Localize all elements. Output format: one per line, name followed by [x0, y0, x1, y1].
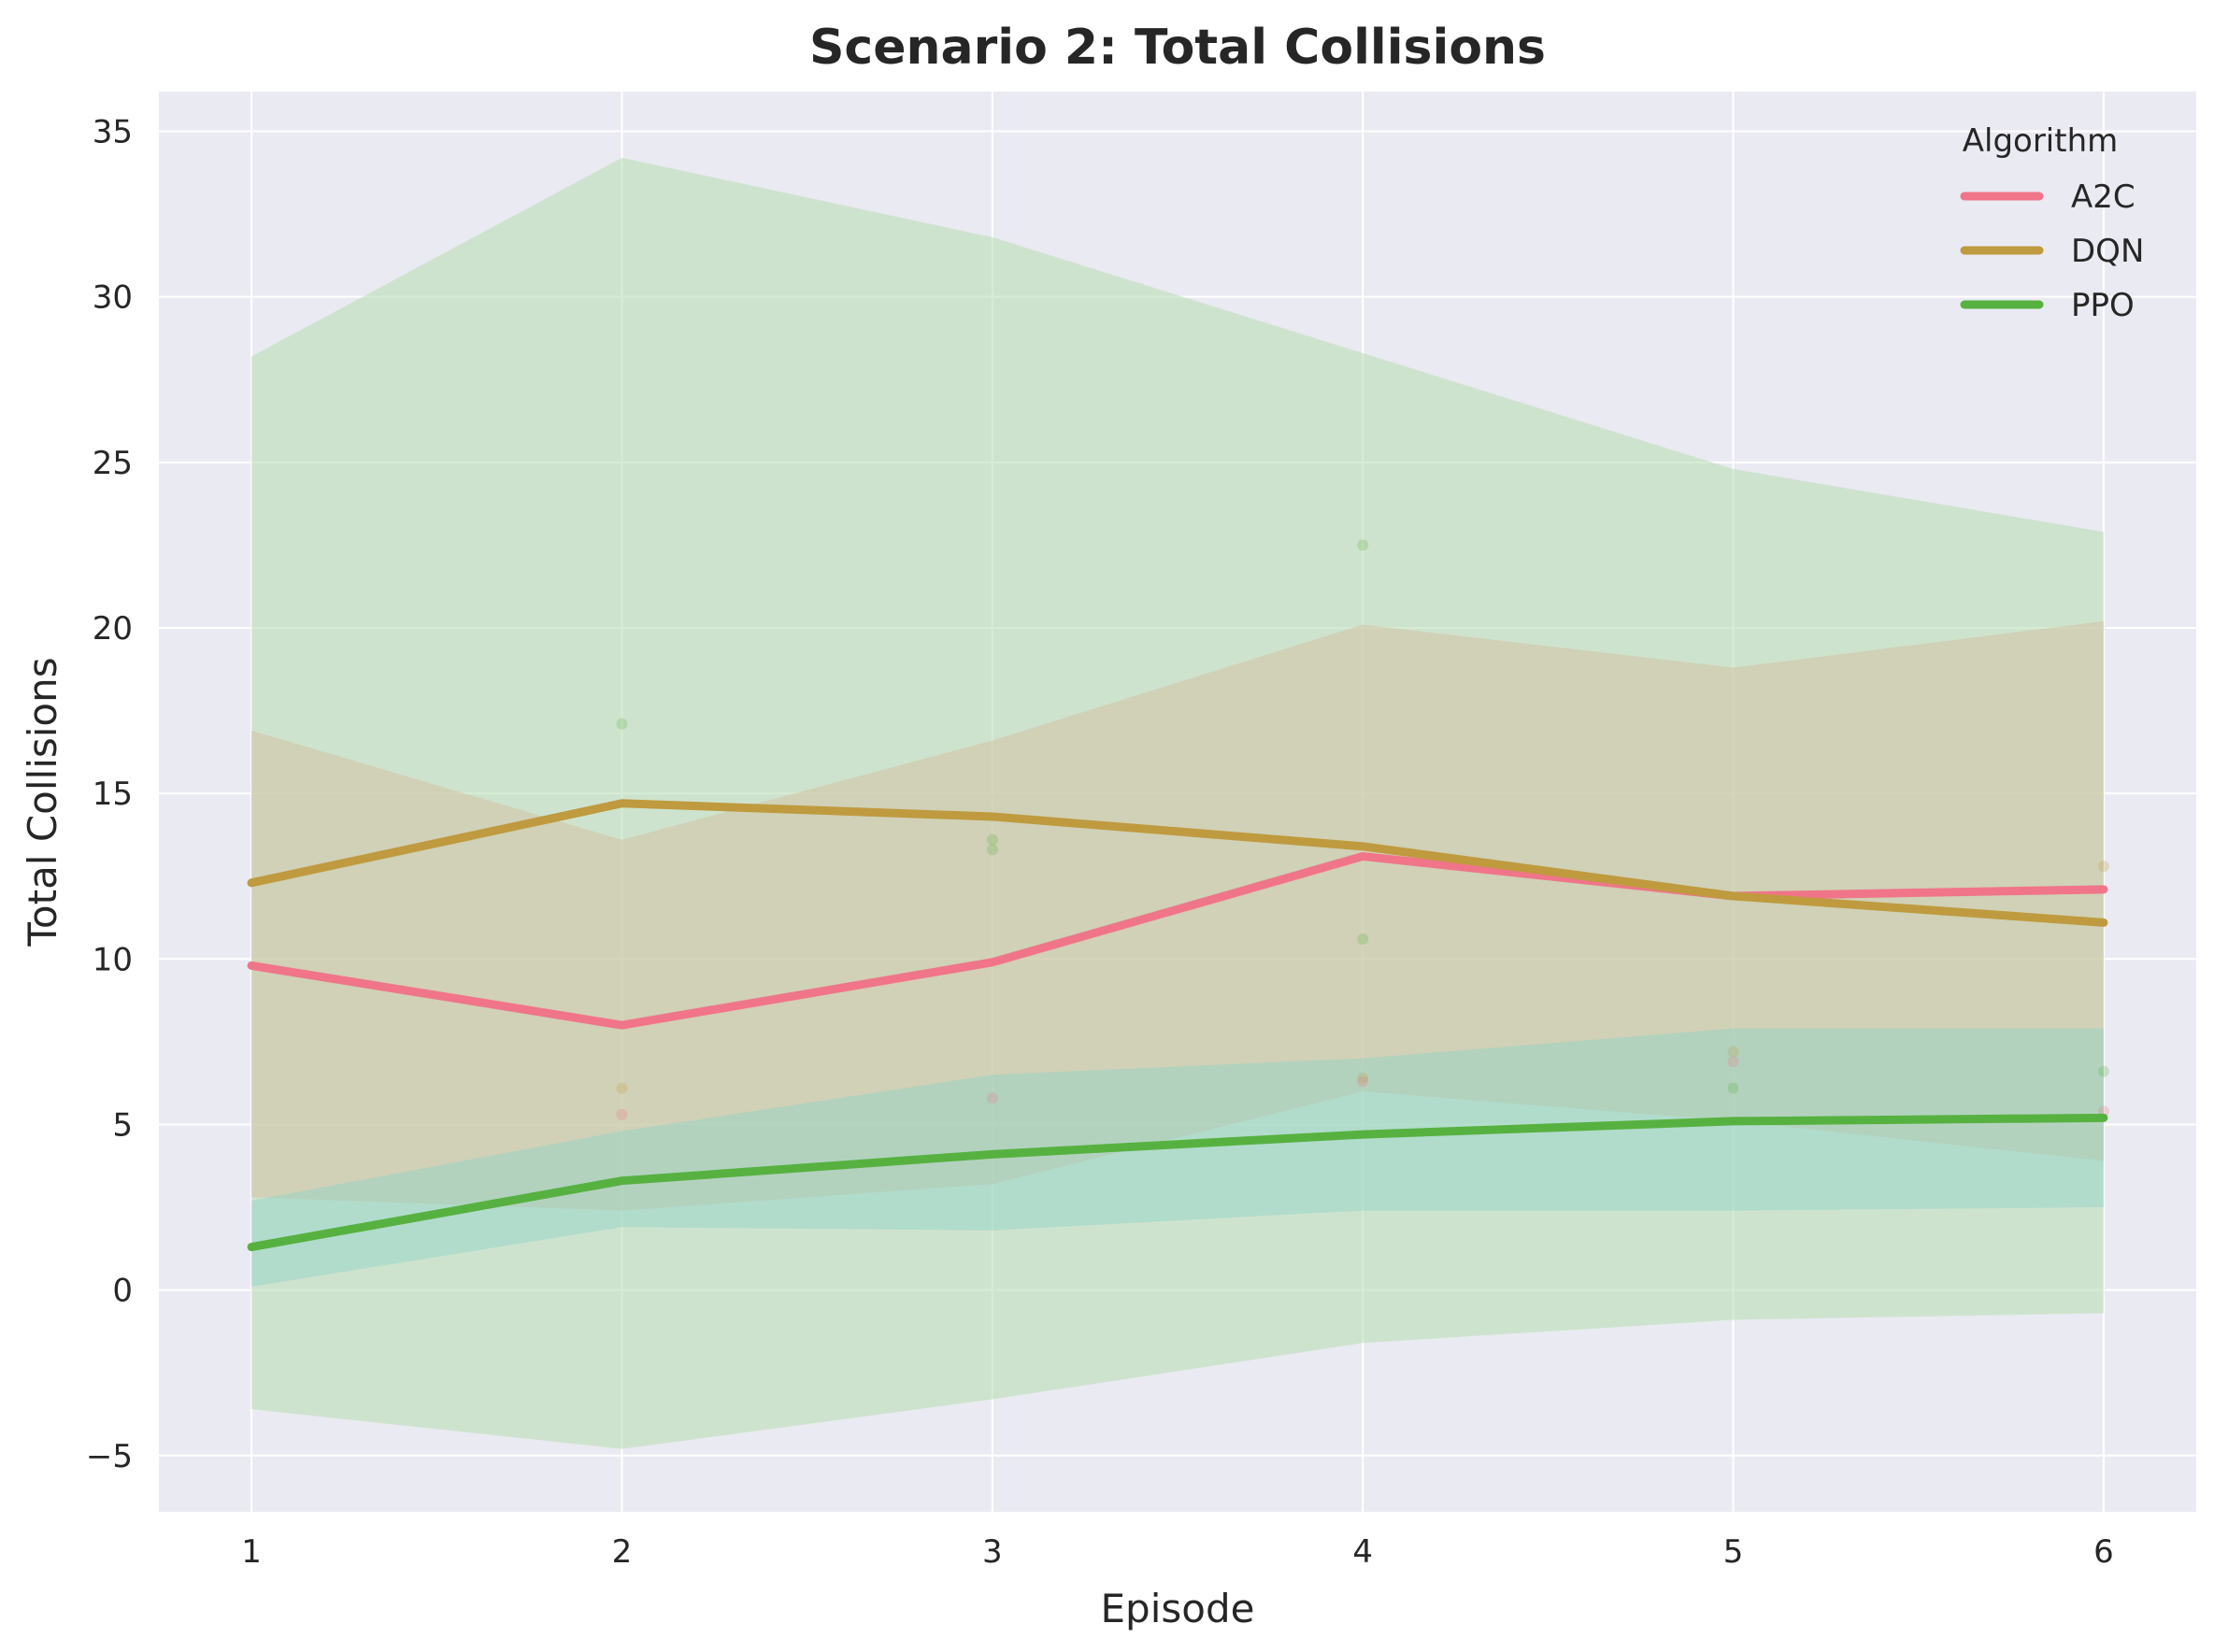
legend-label-a2c: A2C [2071, 178, 2135, 216]
y-tick-label: 20 [93, 610, 133, 648]
scatter-point-ppo [986, 844, 998, 856]
scatter-point-dqn [1357, 1072, 1369, 1084]
x-tick-label: 2 [612, 1533, 633, 1571]
x-tick-label: 4 [1352, 1533, 1373, 1571]
scatter-point-ppo [1357, 539, 1369, 551]
y-tick-label: 10 [93, 941, 133, 978]
legend-label-dqn: DQN [2071, 233, 2144, 270]
scatter-point-a2c [1357, 1075, 1369, 1088]
y-tick-label: 35 [93, 114, 133, 151]
x-axis-label: Episode [1101, 1586, 1255, 1631]
scatter-point-ppo [986, 833, 998, 846]
series-lines [247, 799, 2108, 1252]
scatter-point-a2c [986, 1092, 998, 1104]
scatter-point-ppo [616, 718, 628, 730]
legend-label-ppo: PPO [2071, 287, 2135, 324]
y-tick-labels: −5 0 5 10 15 20 25 30 35 [86, 114, 133, 1475]
legend: Algorithm A2C DQN PPO [1960, 122, 2144, 324]
scatter-point-ppo [1727, 1082, 1739, 1094]
band-dqn [251, 620, 2104, 1211]
line-ppo [247, 1113, 2108, 1252]
legend-title: Algorithm [1963, 122, 2119, 160]
x-tick-label: 3 [982, 1533, 1003, 1571]
chart-title: Scenario 2: Total Collisions [809, 20, 1546, 76]
y-tick-label: 5 [112, 1106, 133, 1144]
legend-items: A2C DQN PPO [1960, 178, 2144, 324]
y-tick-label: −5 [86, 1438, 133, 1475]
scatter-points [616, 539, 2109, 1120]
y-tick-label: 0 [112, 1273, 133, 1310]
scatter-point-dqn [616, 1082, 628, 1094]
x-tick-label: 6 [2093, 1533, 2114, 1571]
y-tick-label: 15 [93, 776, 133, 813]
y-axis-label: Total Collisions [20, 657, 65, 947]
scatter-point-ppo [1357, 933, 1369, 946]
x-tick-label: 1 [241, 1533, 262, 1571]
line-a2c [247, 851, 2108, 1030]
x-tick-labels: 1 2 3 4 5 6 [241, 1533, 2113, 1571]
scatter-point-dqn [1727, 1046, 1739, 1058]
y-tick-label: 30 [93, 279, 133, 317]
scatter-point-a2c [616, 1108, 628, 1120]
line-dqn [247, 799, 2108, 927]
y-tick-label: 25 [93, 445, 133, 482]
x-tick-label: 5 [1723, 1533, 1744, 1571]
scatter-point-dqn [2097, 861, 2109, 873]
scatter-point-a2c [1727, 1056, 1739, 1068]
scatter-point-ppo [2097, 1065, 2109, 1077]
band-a2c [251, 1028, 2104, 1288]
